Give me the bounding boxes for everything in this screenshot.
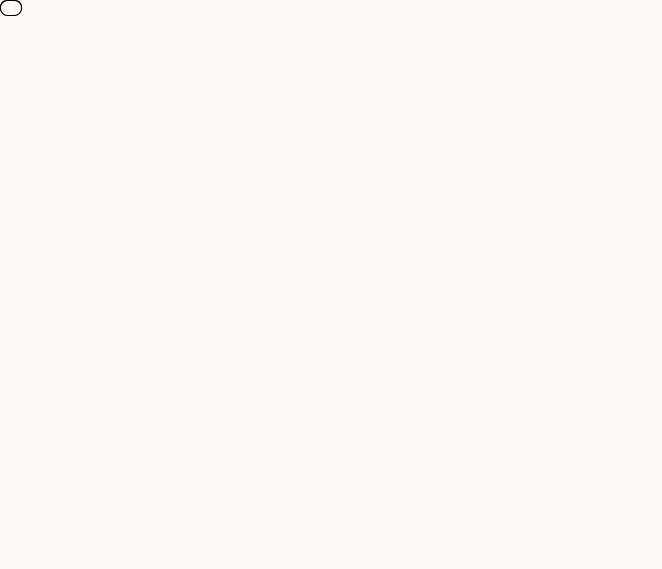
node-precheck-review (0, 0, 22, 16)
flow-connectors (0, 0, 662, 569)
